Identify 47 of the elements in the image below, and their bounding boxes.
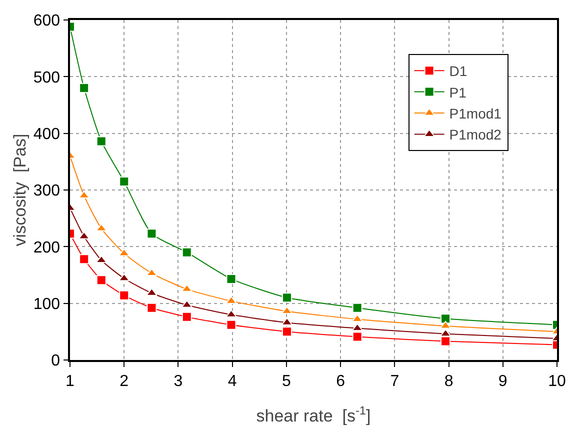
y-tick-label: 300: [33, 182, 60, 200]
point: [119, 176, 130, 186]
point: [146, 302, 157, 313]
y-tick-label: 100: [33, 296, 60, 313]
point: [440, 314, 451, 324]
legend-label: P1mod2: [449, 126, 502, 143]
x-tick-label: 5: [282, 372, 291, 390]
x-tick-label: 7: [390, 372, 400, 390]
point: [79, 254, 90, 264]
point: [119, 290, 130, 300]
y-axis-title: viscosity [Pas]: [10, 134, 30, 246]
point: [282, 292, 292, 303]
y-tick-label: 0: [51, 352, 60, 370]
x-tick-label: 10: [548, 372, 566, 390]
legend-label: D1: [449, 63, 468, 80]
point: [146, 268, 158, 276]
point: [96, 136, 106, 146]
point: [226, 320, 236, 330]
point: [352, 302, 362, 313]
x-tick-label: 9: [498, 372, 508, 390]
x-tick-label: 4: [228, 372, 237, 390]
y-tick-label: 400: [33, 126, 60, 143]
y-tick-label: 500: [33, 69, 60, 86]
legend-label: P1: [449, 84, 467, 100]
point: [352, 323, 364, 332]
x-tick-label: 2: [120, 372, 129, 390]
y-tick-label: 600: [33, 12, 60, 30]
point: [282, 326, 292, 337]
point: [182, 312, 192, 322]
point: [440, 328, 452, 337]
point: [118, 248, 130, 256]
point: [281, 306, 293, 314]
point: [146, 228, 157, 239]
x-tick-label: 1: [66, 372, 75, 390]
point: [226, 274, 236, 284]
point: [440, 336, 451, 346]
point: [78, 231, 90, 240]
x-tick-label: 3: [174, 372, 183, 390]
x-tick-label: 8: [444, 372, 454, 390]
x-tick-label: 6: [336, 372, 346, 390]
legend-label: P1mod1: [449, 105, 502, 122]
point: [182, 247, 192, 258]
point: [352, 332, 362, 342]
x-axis-title: shear rate [s$^{-1}$]: [256, 403, 371, 426]
y-tick-label: 200: [33, 239, 60, 256]
point: [96, 275, 106, 286]
point: [79, 83, 90, 93]
